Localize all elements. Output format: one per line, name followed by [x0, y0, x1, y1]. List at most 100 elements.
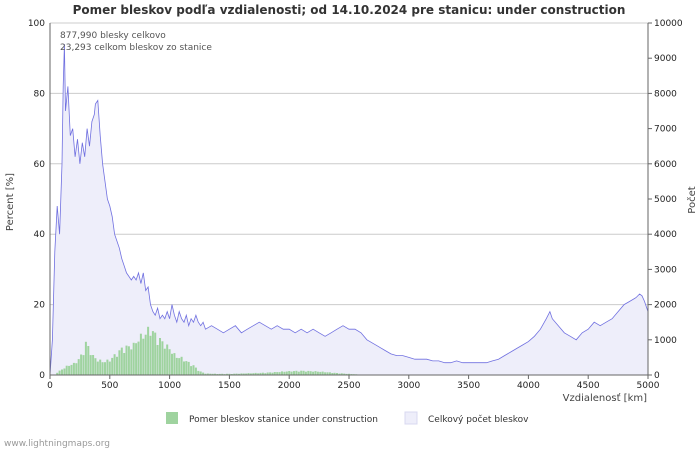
x-tick-label-6: 3000	[397, 381, 420, 391]
ratio-bar	[63, 368, 66, 375]
ratio-bar	[151, 331, 154, 375]
area-series	[49, 44, 649, 376]
ratio-bar	[166, 344, 169, 375]
ratio-bar	[61, 369, 63, 375]
ratio-bar	[173, 353, 176, 375]
ratio-bar	[338, 373, 341, 375]
ratio-bar	[113, 354, 116, 375]
x-tick-label-0: 0	[47, 381, 53, 391]
ratio-bar	[106, 359, 109, 375]
ratio-bar	[285, 371, 288, 375]
y-left-tick-label-4: 80	[34, 89, 46, 99]
y-left-tick-label-0: 0	[39, 371, 45, 381]
ratio-bar	[331, 373, 334, 375]
ratio-bar	[336, 373, 338, 375]
ratio-bar	[123, 353, 126, 375]
ratio-bar	[68, 365, 71, 375]
y-right-tick-label-1: 1000	[654, 336, 677, 346]
ratio-bar	[175, 357, 178, 375]
ratio-bar	[293, 371, 295, 375]
ratio-bar	[209, 373, 212, 375]
ratio-bar	[135, 343, 138, 375]
ratio-bar	[125, 345, 128, 375]
ratio-bar	[202, 372, 205, 375]
ratio-bar	[92, 355, 95, 375]
ratio-bar	[183, 361, 185, 375]
ratio-bar	[118, 350, 121, 375]
ratio-bar	[333, 372, 336, 375]
ratio-bar	[242, 373, 245, 375]
ratio-bar	[273, 372, 276, 375]
ratio-bar	[247, 373, 250, 375]
x-tick-label-2: 1000	[158, 381, 181, 391]
ratio-bar	[190, 366, 193, 375]
y-left-tick-label-3: 60	[34, 160, 46, 170]
ratio-bar	[168, 349, 171, 375]
ratio-bar	[264, 373, 267, 375]
x-tick-label-8: 4000	[517, 381, 540, 391]
ratio-bar	[149, 335, 152, 375]
ratio-bar	[319, 371, 322, 375]
ratio-bar	[94, 358, 97, 375]
ratio-bar	[276, 372, 279, 375]
ratio-bar	[302, 370, 305, 375]
total-count-area	[50, 44, 648, 375]
ratio-bar	[271, 372, 274, 375]
site-credit: www.lightningmaps.org	[4, 439, 110, 449]
ratio-bar	[218, 373, 221, 375]
ratio-bar	[99, 359, 102, 375]
ratio-bar	[171, 353, 173, 375]
ratio-bar	[233, 373, 236, 375]
ratio-bar	[345, 373, 348, 375]
ratio-bar	[214, 373, 216, 375]
ratio-bar	[206, 373, 209, 375]
ratio-bar	[199, 371, 202, 375]
ratio-bar	[304, 371, 307, 375]
ratio-bar	[312, 371, 315, 375]
ratio-bar	[194, 367, 197, 375]
ratio-bar	[154, 332, 157, 375]
legend-label-station-ratio: Pomer bleskov stanice under construction	[189, 415, 378, 425]
ratio-bar	[156, 345, 159, 375]
x-tick-label-1: 500	[101, 381, 118, 391]
y-left-tick-label-5: 100	[28, 19, 45, 29]
y-right-tick-label-10: 10000	[654, 19, 683, 29]
ratio-bar	[159, 338, 161, 375]
legend: Pomer bleskov stanice under construction…	[166, 411, 529, 425]
y-right-tick-label-9: 9000	[654, 54, 677, 64]
ratio-bar	[228, 373, 231, 375]
ratio-bar	[104, 362, 106, 375]
ratio-bar	[238, 373, 240, 375]
ratio-bar	[221, 373, 224, 375]
ratio-bar	[147, 326, 150, 375]
ratio-bar	[127, 346, 130, 375]
x-axis-label: Vzdialenosť [km]	[563, 392, 647, 404]
ratio-bar	[84, 341, 87, 375]
ratio-bar	[120, 347, 123, 375]
ratio-bar	[297, 371, 300, 375]
ratio-bar	[343, 373, 346, 375]
ratio-bar	[348, 373, 350, 375]
ratio-bar	[139, 333, 142, 375]
ratio-bar	[340, 373, 343, 375]
ratio-bar	[204, 373, 207, 375]
x-tick-label-7: 3500	[457, 381, 480, 391]
ratio-bar	[80, 354, 83, 375]
left-axis-ticks: 0 20 40 60 80 100	[28, 19, 45, 381]
ratio-bar	[180, 356, 183, 375]
bar-series	[56, 326, 367, 375]
ratio-bar	[290, 371, 293, 375]
station-strikes-annotation: 23,293 celkom bleskov zo stanice	[60, 43, 212, 53]
ratio-bar	[281, 371, 283, 375]
ratio-bar	[137, 341, 140, 375]
ratio-bar	[245, 373, 248, 375]
ratio-bar	[142, 338, 145, 375]
ratio-bar	[259, 372, 262, 375]
ratio-bar	[316, 371, 319, 375]
ratio-bar	[278, 372, 281, 375]
x-tick-label-3: 1500	[218, 381, 241, 391]
ratio-bar	[108, 361, 111, 375]
y-right-tick-label-0: 0	[654, 371, 660, 381]
